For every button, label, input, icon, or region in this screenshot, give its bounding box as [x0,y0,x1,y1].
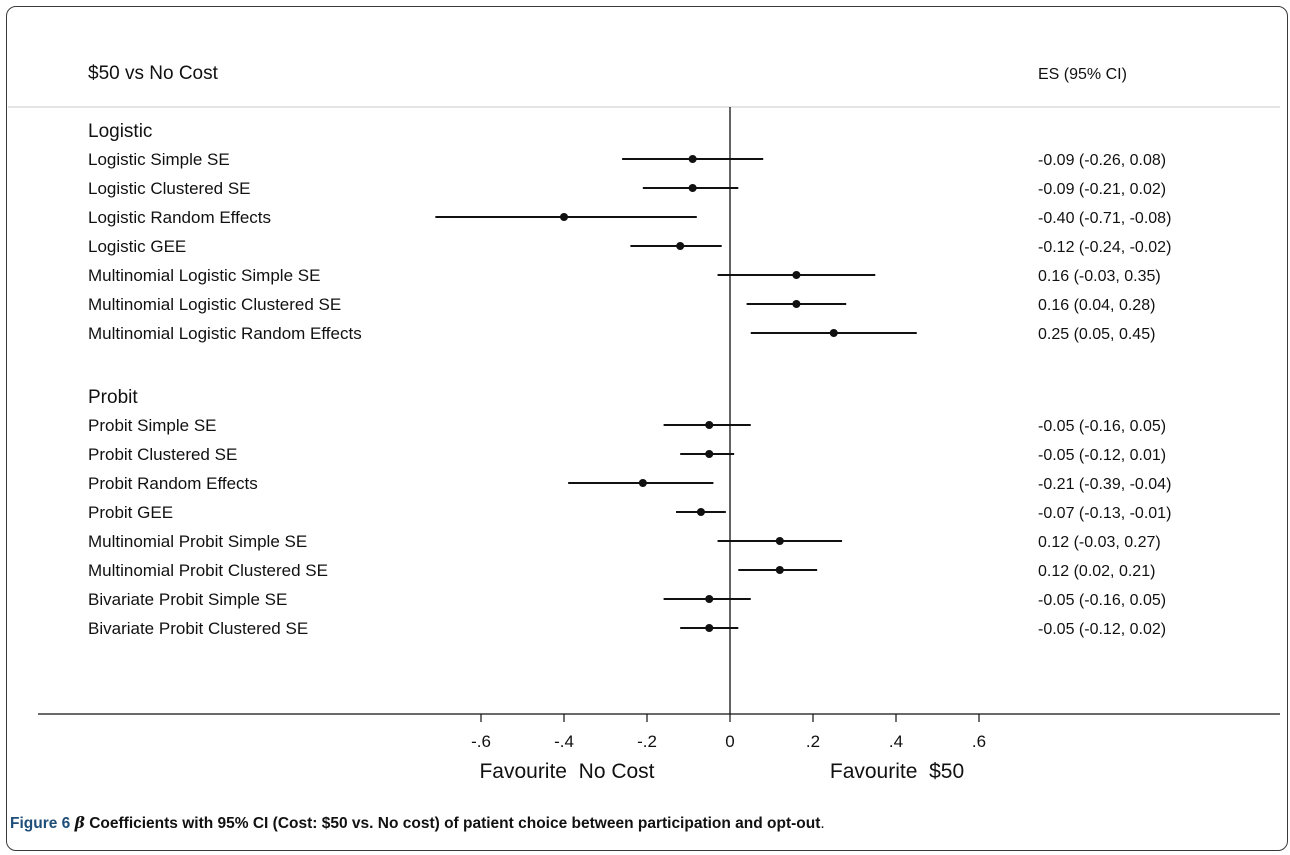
row-label: Logistic GEE [88,237,186,256]
es-value: -0.09 (-0.21, 0.02) [1038,181,1166,198]
forest-row: Bivariate Probit Clustered SE -0.05 (-0.1… [88,619,1166,638]
row-label: Bivariate Probit Clustered SE [88,619,308,638]
es-value: -0.12 (-0.24, -0.02) [1038,239,1171,256]
es-value: -0.05 (-0.16, 0.05) [1038,592,1166,609]
x-axis-label-left: Favourite No Cost [479,760,654,783]
point-estimate [688,184,697,192]
point-estimate [705,450,714,458]
point-estimate [792,300,801,308]
x-tick-label: 0 [725,732,734,751]
point-estimate [638,479,647,487]
x-tick-label: -.2 [637,732,657,751]
beta-symbol: β [74,813,85,832]
point-estimate [792,271,801,279]
row-label: Logistic Random Effects [88,208,271,227]
es-value: 0.12 (0.02, 0.21) [1038,563,1155,580]
caption-end-mark: . [820,815,825,832]
point-estimate [705,595,714,603]
forest-row: Probit GEE -0.07 (-0.13, -0.01) [88,503,1171,522]
chart-title: $50 vs No Cost [88,63,219,84]
forest-row: Logistic Clustered SE -0.09 (-0.21, 0.02) [88,179,1166,198]
es-value: 0.16 (-0.03, 0.35) [1038,268,1161,285]
forest-row: Logistic Random Effects -0.40 (-0.71, -0.… [88,208,1171,227]
x-tick-label: -.6 [471,732,491,751]
es-value: -0.09 (-0.26, 0.08) [1038,152,1166,169]
es-value: -0.40 (-0.71, -0.08) [1038,210,1171,227]
point-estimate [560,213,568,221]
point-estimate [705,421,714,429]
point-estimate [705,624,714,632]
group-label-logistic: Logistic [88,121,152,142]
es-value: -0.05 (-0.12, 0.01) [1038,447,1166,464]
forest-row: Logistic GEE -0.12 (-0.24, -0.02) [88,237,1171,256]
row-label: Probit Simple SE [88,416,217,435]
es-value: -0.07 (-0.13, -0.01) [1038,505,1171,522]
point-estimate [775,537,784,545]
es-value: 0.12 (-0.03, 0.27) [1038,534,1161,551]
forest-row: Bivariate Probit Simple SE -0.05 (-0.16, … [88,590,1166,609]
row-label: Multinomial Logistic Clustered SE [88,295,341,314]
forest-row: Multinomial Probit Simple SE 0.12 (-0.03,… [88,532,1161,551]
row-label: Multinomial Probit Simple SE [88,532,307,551]
figure-caption: Figure 6 β Coefficients with 95% CI (Cos… [10,813,1280,833]
x-axis-label-right: Favourite $50 [830,760,964,783]
row-label: Logistic Clustered SE [88,179,251,198]
figure-title: Coefficients with 95% CI (Cost: $50 vs. … [89,815,821,832]
row-label: Probit GEE [88,503,173,522]
x-tick-label: -.4 [554,732,574,751]
figure-number: Figure 6 [10,815,71,832]
x-tick-label: .2 [806,732,820,751]
x-tick-label: .4 [889,732,903,751]
point-estimate [829,329,838,337]
es-value: -0.21 (-0.39, -0.04) [1038,476,1171,493]
group-label-probit: Probit [88,387,138,408]
forest-rows: Logistic Logistic Simple SE -0.09 (-0.26, … [88,121,1171,638]
figure-frame [6,6,1288,851]
es-value: 0.25 (0.05, 0.45) [1038,326,1155,343]
point-estimate [696,508,705,516]
row-label: Multinomial Probit Clustered SE [88,561,328,580]
row-label: Multinomial Logistic Simple SE [88,266,320,285]
forest-row: Probit Clustered SE -0.05 (-0.12, 0.01) [88,445,1166,464]
point-estimate [775,566,784,574]
forest-plot: $50 vs No Cost ES (95% CI) LogisticLogis… [8,63,1280,783]
point-estimate [676,242,685,250]
row-label: Logistic Simple SE [88,150,230,169]
forest-row: Multinomial Logistic Random Effects 0.25 … [88,324,1155,343]
row-label: Probit Clustered SE [88,445,237,464]
es-column-header: ES (95% CI) [1038,66,1127,83]
forest-row: Multinomial Logistic Simple SE 0.16 (-0.0… [88,266,1161,285]
row-label: Probit Random Effects [88,474,258,493]
es-value: -0.05 (-0.16, 0.05) [1038,418,1166,435]
forest-row: Probit Simple SE -0.05 (-0.16, 0.05) [88,416,1166,435]
row-label: Multinomial Logistic Random Effects [88,324,362,343]
forest-row: Multinomial Logistic Clustered SE 0.16 (0… [88,295,1155,314]
es-value: -0.05 (-0.12, 0.02) [1038,621,1166,638]
x-tick-label: .6 [972,732,986,751]
point-estimate [688,155,697,163]
x-axis-ticks: -.6 -.4 -.2 0 .2 .4 .6 [471,714,986,751]
es-value: 0.16 (0.04, 0.28) [1038,297,1155,314]
row-label: Bivariate Probit Simple SE [88,590,287,609]
forest-row: Probit Random Effects -0.21 (-0.39, -0.04… [88,474,1171,493]
forest-row: Multinomial Probit Clustered SE 0.12 (0.0… [88,561,1155,580]
forest-row: Logistic Simple SE -0.09 (-0.26, 0.08) [88,150,1166,169]
